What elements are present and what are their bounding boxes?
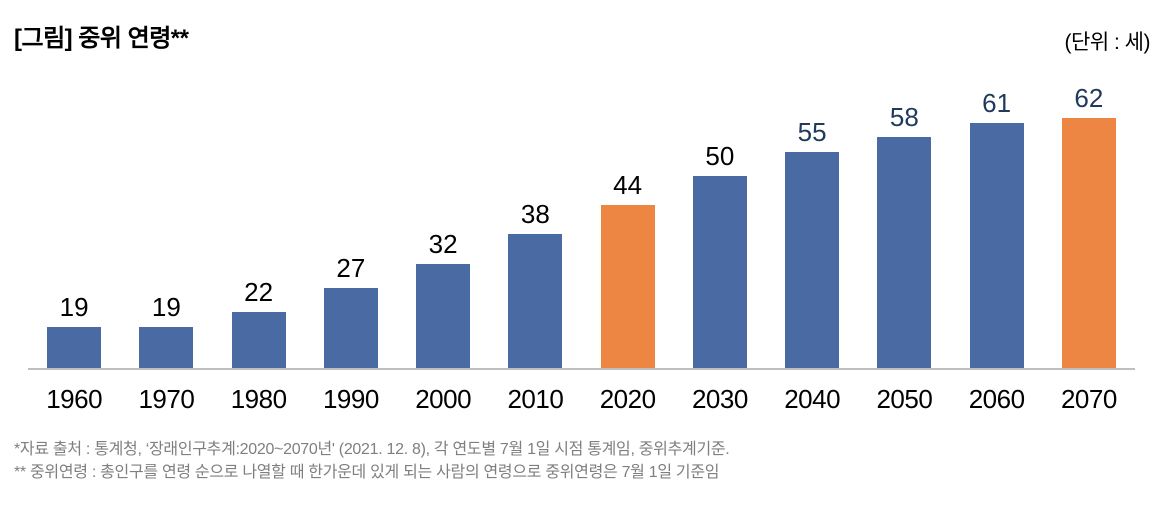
bar-slot: 38 xyxy=(489,70,581,368)
bar-slot: 62 xyxy=(1043,70,1135,368)
bar-slot: 58 xyxy=(858,70,950,368)
bar-1970 xyxy=(139,327,194,368)
bar-2060 xyxy=(969,123,1024,368)
bar-2030 xyxy=(692,176,747,368)
bar-value-label: 55 xyxy=(797,117,827,147)
x-axis-label-2020: 2020 xyxy=(599,384,656,414)
unit-label: (단위 : 세) xyxy=(1064,31,1151,54)
bar-2070 xyxy=(1061,118,1116,368)
bar-2020 xyxy=(600,205,655,368)
x-axis-label-2040: 2040 xyxy=(784,384,841,414)
bar-slot: 44 xyxy=(582,70,674,368)
bar-value-label: 19 xyxy=(59,292,89,322)
bar-slot: 19 xyxy=(28,70,120,368)
bar-value-label: 58 xyxy=(889,102,919,132)
footnotes: *자료 출처 : 통계청, ‘장래인구추계:2020~2070년' (2021.… xyxy=(14,438,730,484)
bar-value-label: 50 xyxy=(705,141,735,171)
bar-slot: 22 xyxy=(213,70,305,368)
footnote-definition: ** 중위연령 : 총인구를 연령 순으로 나열할 때 한가운데 있게 되는 사… xyxy=(14,464,720,481)
bar-1990 xyxy=(323,288,378,368)
bar-value-label: 19 xyxy=(151,292,181,322)
bar-value-label: 22 xyxy=(244,277,274,307)
bar-slot: 32 xyxy=(397,70,489,368)
bar-slot: 55 xyxy=(766,70,858,368)
x-axis-label-2000: 2000 xyxy=(415,384,472,414)
bar-2000 xyxy=(416,264,471,368)
bar-value-label: 61 xyxy=(982,88,1012,118)
bar-chart-plot-area: 19 19 22 27 32 38 44 50 55 58 61 62 xyxy=(28,70,1135,370)
bar-slot: 61 xyxy=(951,70,1043,368)
x-axis-label-1970: 1970 xyxy=(138,384,195,414)
bar-2040 xyxy=(785,152,840,368)
x-axis-label-2050: 2050 xyxy=(876,384,933,414)
bar-value-label: 32 xyxy=(428,229,458,259)
x-axis-label-1980: 1980 xyxy=(230,384,287,414)
bar-2050 xyxy=(877,137,932,368)
x-axis-label-1960: 1960 xyxy=(46,384,103,414)
bar-value-label: 62 xyxy=(1074,83,1104,113)
x-axis-label-2060: 2060 xyxy=(968,384,1025,414)
bar-value-label: 27 xyxy=(336,253,366,283)
bar-value-label: 38 xyxy=(520,199,550,229)
footnote-source: *자료 출처 : 통계청, ‘장래인구추계:2020~2070년' (2021.… xyxy=(14,441,730,458)
bar-slot: 27 xyxy=(305,70,397,368)
bar-slot: 50 xyxy=(674,70,766,368)
x-axis-labels: 1960 1970 1980 1990 2000 2010 2020 2030 2040 2050… xyxy=(28,384,1135,415)
x-axis-label-2030: 2030 xyxy=(691,384,748,414)
bar-2010 xyxy=(508,234,563,368)
x-axis-label-2070: 2070 xyxy=(1060,384,1117,414)
bar-1980 xyxy=(231,312,286,368)
x-axis-label-1990: 1990 xyxy=(322,384,379,414)
x-axis-label-2010: 2010 xyxy=(507,384,564,414)
chart-title: [그림] 중위 연령** xyxy=(14,25,189,52)
bar-1960 xyxy=(47,327,102,368)
bar-value-label: 44 xyxy=(613,170,643,200)
bar-slot: 19 xyxy=(120,70,212,368)
